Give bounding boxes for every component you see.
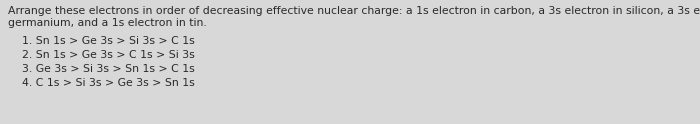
Text: 1. Sn 1s > Ge 3s > Si 3s > C 1s: 1. Sn 1s > Ge 3s > Si 3s > C 1s [22, 36, 195, 46]
Text: germanium, and a 1s electron in tin.: germanium, and a 1s electron in tin. [8, 18, 206, 28]
Text: 2. Sn 1s > Ge 3s > C 1s > Si 3s: 2. Sn 1s > Ge 3s > C 1s > Si 3s [22, 50, 195, 60]
Text: 4. C 1s > Si 3s > Ge 3s > Sn 1s: 4. C 1s > Si 3s > Ge 3s > Sn 1s [22, 78, 195, 88]
Text: 3. Ge 3s > Si 3s > Sn 1s > C 1s: 3. Ge 3s > Si 3s > Sn 1s > C 1s [22, 64, 195, 74]
Text: Arrange these electrons in order of decreasing effective nuclear charge: a 1s el: Arrange these electrons in order of decr… [8, 6, 700, 16]
